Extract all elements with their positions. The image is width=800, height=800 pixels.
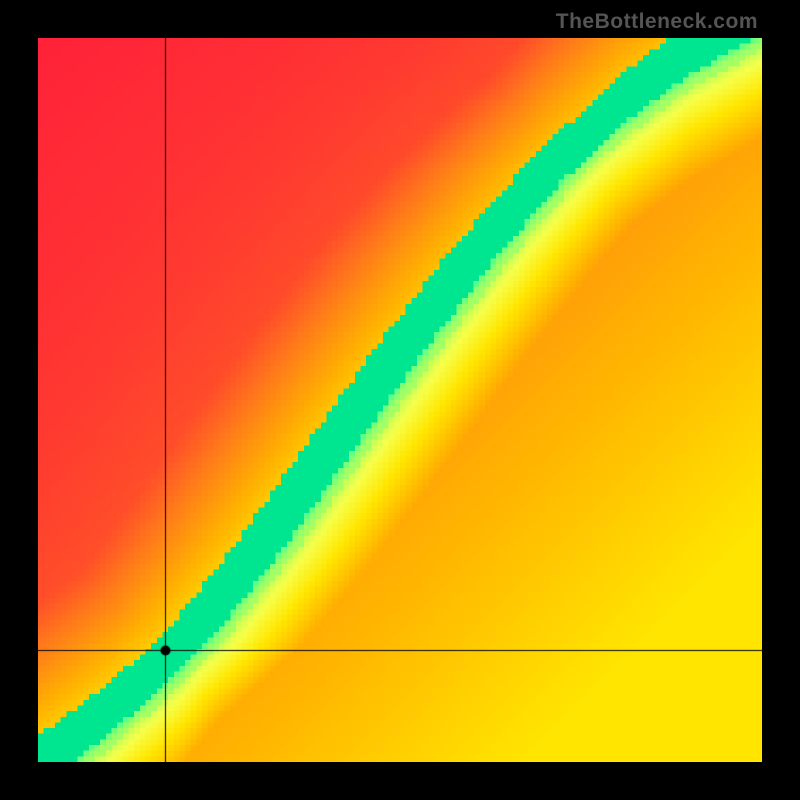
chart-frame-right — [762, 0, 800, 800]
chart-frame-bottom — [0, 762, 800, 800]
chart-frame-left — [0, 0, 38, 800]
crosshair-overlay — [38, 38, 762, 762]
watermark-label: TheBottleneck.com — [556, 10, 758, 34]
